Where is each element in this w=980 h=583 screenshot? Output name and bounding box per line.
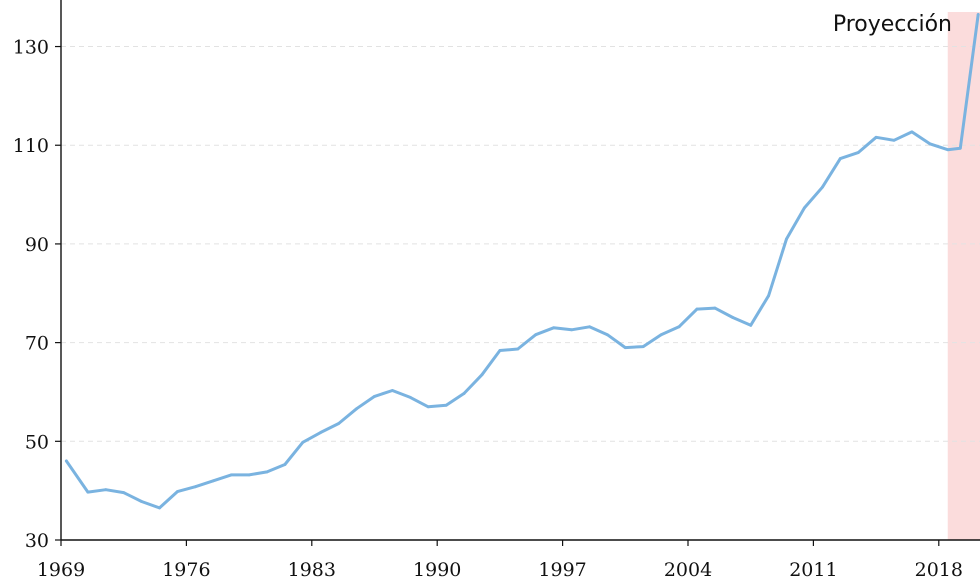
data-point: [391, 389, 394, 392]
data-point: [713, 306, 717, 310]
x-tick-label: 2011: [789, 559, 837, 581]
data-point: [641, 345, 645, 348]
x-tick-label: 1969: [37, 559, 85, 581]
data-point: [838, 157, 842, 160]
data-point: [211, 479, 215, 483]
data-point: [444, 403, 448, 407]
data-point: [86, 490, 90, 494]
projection-band: [947, 12, 980, 540]
data-point: [623, 346, 627, 349]
data-point: [373, 395, 376, 398]
x-tick-label: 1983: [288, 559, 336, 581]
data-point: [976, 13, 980, 16]
data-point: [265, 470, 269, 474]
data-point: [820, 185, 824, 189]
data-point: [408, 395, 412, 399]
data-point: [928, 142, 932, 146]
x-tick-label: 2018: [915, 559, 963, 581]
data-point: [534, 333, 538, 337]
data-point: [677, 325, 681, 329]
y-tick-label: 90: [25, 234, 49, 256]
data-point: [785, 237, 788, 241]
x-tick-label: 1976: [162, 559, 210, 581]
data-point: [462, 392, 466, 395]
data-point: [946, 148, 950, 152]
data-point: [480, 373, 484, 377]
data-point: [104, 488, 108, 492]
data-point: [158, 506, 161, 510]
data-point: [301, 440, 305, 444]
data-point: [229, 473, 233, 477]
series-line: [64, 13, 980, 510]
data-point: [355, 407, 358, 411]
data-point: [193, 485, 197, 489]
data-point: [552, 326, 556, 330]
data-point: [64, 459, 68, 463]
data-point: [695, 307, 699, 311]
data-point: [122, 491, 126, 495]
y-tick-label: 130: [13, 37, 49, 59]
data-point: [856, 151, 860, 155]
y-tick-label: 50: [25, 431, 49, 453]
data-point: [749, 323, 753, 327]
data-point: [283, 463, 287, 466]
data-point: [767, 294, 771, 298]
data-point: [803, 206, 806, 210]
data-point: [426, 405, 430, 409]
data-point: [516, 347, 520, 351]
data-point: [337, 422, 341, 425]
y-tick-label: 70: [25, 333, 49, 355]
data-point: [659, 333, 663, 337]
data-point: [570, 328, 573, 332]
y-tick-label: 110: [13, 135, 49, 157]
x-tick-label: 1997: [538, 559, 586, 581]
projection-annotation: Proyección: [833, 12, 952, 37]
data-point: [605, 333, 609, 337]
data-point: [892, 138, 896, 142]
data-point: [588, 325, 591, 329]
data-point: [319, 431, 323, 434]
data-point: [731, 316, 735, 319]
x-tick-label: 2004: [664, 559, 712, 581]
data-point: [498, 349, 502, 352]
x-tick-label: 1990: [413, 559, 461, 581]
data-point: [910, 130, 914, 134]
data-point: [140, 500, 144, 503]
data-point: [874, 135, 878, 139]
y-tick-label: 30: [25, 530, 49, 552]
data-point: [176, 490, 179, 494]
data-point: [958, 146, 962, 150]
data-point: [247, 473, 251, 477]
